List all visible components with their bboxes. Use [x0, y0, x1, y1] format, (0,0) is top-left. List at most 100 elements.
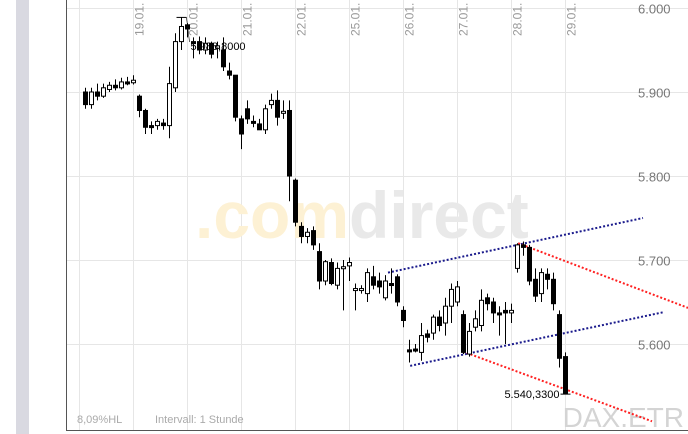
candle [473, 310, 478, 332]
candle [161, 118, 166, 130]
candle [335, 262, 340, 290]
candle [431, 314, 436, 340]
candle-body-down [533, 278, 538, 297]
candle [419, 323, 424, 361]
candle [383, 275, 388, 301]
candle-body-up [203, 42, 208, 51]
candle-body-up [455, 286, 460, 303]
candle [155, 118, 160, 130]
candle [491, 297, 496, 323]
candle-body-down [413, 348, 418, 352]
candle-body-down [389, 283, 394, 287]
candle [299, 222, 304, 244]
candle [413, 344, 418, 353]
candle-body-down [209, 42, 214, 55]
y-tick-label: 5.700 [638, 254, 671, 269]
candle-body-up [473, 318, 478, 328]
candle [329, 258, 334, 286]
candle [497, 306, 502, 336]
candle [209, 41, 214, 59]
candle-body-up [167, 83, 172, 127]
instrument-watermark: DAX.ETR [563, 402, 684, 433]
candle [239, 115, 244, 150]
candle [83, 87, 88, 109]
candle [95, 83, 100, 101]
candle [341, 260, 346, 311]
candle [173, 33, 178, 92]
candle [455, 281, 460, 307]
candle-body-down [239, 118, 244, 135]
candle-body-down [425, 333, 430, 338]
y-tick-label: 5.800 [638, 170, 671, 185]
candle [137, 94, 142, 118]
candle-body-down [557, 314, 562, 359]
date-tick-label: 29.01. [565, 3, 579, 36]
candle [533, 268, 538, 302]
candle-body-up [539, 272, 544, 295]
candle-body-up [365, 272, 370, 295]
candle [107, 81, 112, 92]
candle-body-down [545, 273, 550, 280]
candle-body-up [419, 335, 424, 353]
candle [311, 226, 316, 250]
candle [131, 75, 136, 85]
candle [395, 274, 400, 307]
watermark: .comdirect DAX.ETR [195, 178, 684, 433]
candle-body-up [155, 120, 160, 127]
extreme-markers: 5.988,8000 5.540,3300 [176, 16, 571, 401]
candle [359, 285, 364, 294]
candle [251, 115, 256, 128]
candle [521, 241, 526, 256]
candle-body-up [215, 45, 220, 49]
watermark-com: .com [195, 178, 349, 252]
date-tick-label: 25.01. [349, 3, 363, 36]
candle [557, 310, 562, 368]
candle-body-down [125, 81, 130, 85]
low_marker-label: 5.540,3300 [504, 389, 559, 401]
candle-body-up [119, 81, 124, 89]
candle-body-up [449, 288, 454, 307]
candle [545, 268, 550, 290]
high_marker-label: 5.988,8000 [191, 41, 246, 53]
candle-body-up [479, 299, 484, 327]
candle-body-down [485, 297, 490, 305]
date-labels: 19.01. 20.01. 21.01. 22.01. 25.01. 26.01. 27.0… [133, 3, 579, 36]
candle-body-down [377, 280, 382, 288]
candles [83, 17, 568, 395]
candle-body-down [233, 74, 238, 118]
candle [191, 37, 196, 59]
candle [215, 41, 220, 59]
candle-body-down [251, 120, 256, 124]
candle [371, 265, 376, 290]
candle [563, 352, 568, 395]
y-tick-label: 5.900 [638, 86, 671, 101]
range-label: 8,09%HL [77, 414, 122, 426]
candle [269, 93, 274, 109]
candle [509, 303, 514, 323]
candle [167, 66, 172, 139]
candle [437, 310, 442, 332]
candle-body-up [347, 262, 352, 267]
candle-body-up [281, 110, 286, 114]
candle [287, 100, 292, 202]
candle [197, 36, 202, 55]
candle-body-down [491, 301, 496, 314]
candle [317, 243, 322, 290]
candle [221, 37, 226, 71]
candle-body-down [113, 84, 118, 89]
candle-body-down [257, 123, 262, 131]
candle-body-down [245, 108, 250, 120]
candle [149, 121, 154, 134]
candle-body-up [467, 330, 472, 355]
candle [539, 268, 544, 302]
candle [293, 178, 298, 227]
candle-body-up [341, 266, 346, 270]
candle-body-down [227, 70, 232, 76]
candle [179, 17, 184, 50]
candle-body-up [179, 25, 184, 43]
candle-body-down [401, 309, 406, 321]
candle [503, 302, 508, 344]
date-tick-label: 27.01. [457, 3, 471, 36]
candle [479, 289, 484, 332]
trend-line-blue [387, 217, 644, 274]
